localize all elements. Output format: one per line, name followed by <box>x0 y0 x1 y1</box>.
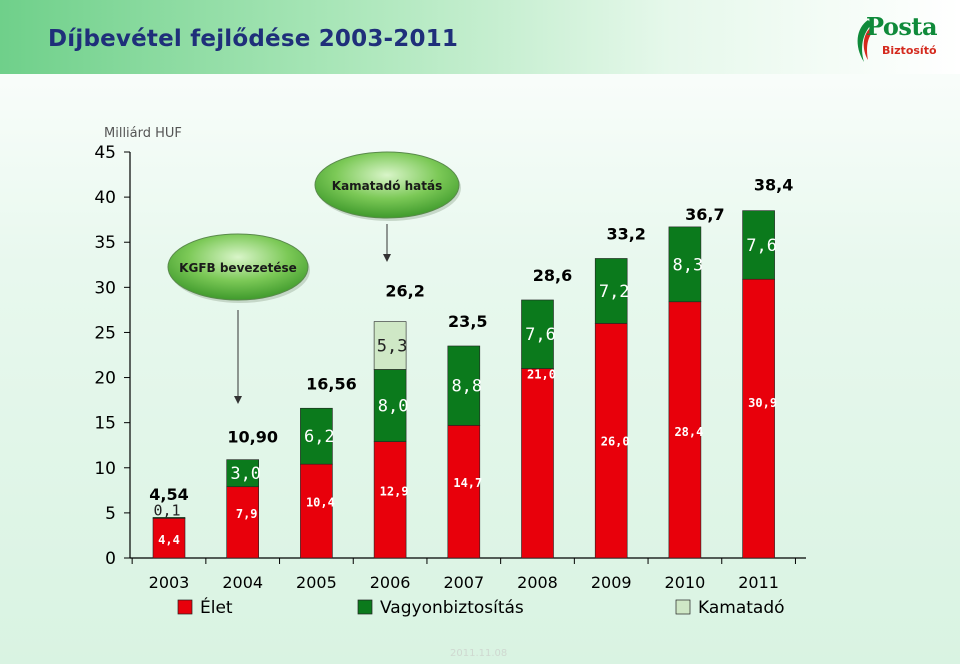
bar-elet <box>668 301 702 559</box>
bar-vagyon-label: 6,2 <box>304 427 335 447</box>
y-tick-label: 5 <box>105 504 116 524</box>
callout-arrow-head <box>234 396 242 404</box>
bar-elet <box>152 518 186 559</box>
bar-vagyon <box>152 517 186 519</box>
bar-elet-label: 4,4 <box>158 533 180 547</box>
page-title: Díjbevétel fejlődése 2003-2011 <box>48 26 459 52</box>
callout-label: Kamatadó hatás <box>332 179 442 193</box>
x-tick-label: 2003 <box>149 573 190 592</box>
bar-elet-label: 7,9 <box>236 507 258 521</box>
bar-vagyon-label: 7,6 <box>746 236 777 256</box>
bar-vagyon-label: 3,0 <box>230 464 261 484</box>
bar-vagyon <box>447 345 481 426</box>
y-tick-label: 0 <box>105 549 116 569</box>
legend-label: Vagyonbiztosítás <box>380 598 524 618</box>
footer-date: 2011.11.08 <box>450 648 508 659</box>
bar-vagyon <box>226 459 259 488</box>
bar-total-label: 4,54 <box>149 485 188 504</box>
bar-total-label: 23,5 <box>448 312 487 331</box>
bar-vagyon <box>742 210 775 280</box>
legend-swatch-elet <box>177 599 193 615</box>
bar-elet-label: 10,4 <box>306 496 335 510</box>
bar-total-label: 38,4 <box>754 176 793 195</box>
bar-elet <box>594 323 628 559</box>
header-banner: Díjbevétel fejlődése 2003-2011 Posta Biz… <box>0 0 960 74</box>
unit-label: Milliárd HUF <box>104 126 182 141</box>
y-tick-label: 30 <box>94 278 116 298</box>
bar-kamatado <box>373 321 407 370</box>
legend-label: Kamatadó <box>698 598 785 618</box>
bar-elet-label: 28,4 <box>674 425 703 439</box>
logo-swoosh-icon <box>857 20 873 62</box>
x-tick-label: 2004 <box>222 573 263 592</box>
logo-text-biztosito: Biztosító <box>882 44 937 57</box>
bar-vagyon <box>300 407 333 465</box>
bar-vagyon <box>594 258 628 324</box>
bar-vagyon-label: 0,1 <box>153 501 180 519</box>
bar-elet <box>521 368 554 559</box>
y-tick-label: 20 <box>94 369 116 389</box>
bar-total-label: 16,56 <box>306 375 357 394</box>
y-tick-label: 15 <box>94 414 116 434</box>
bar-elet <box>742 278 775 559</box>
bar-vagyon-label: 7,6 <box>525 325 556 345</box>
x-tick-label: 2006 <box>370 573 411 592</box>
bar-vagyon-label: 8,3 <box>673 255 704 275</box>
y-tick-label: 45 <box>94 143 116 163</box>
legend-label: Élet <box>200 596 233 618</box>
bar-elet <box>300 463 333 559</box>
x-tick-label: 2010 <box>665 573 706 592</box>
bar-vagyon-label: 8,0 <box>378 397 409 417</box>
x-tick-label: 2008 <box>517 573 558 592</box>
bar-elet <box>373 441 407 559</box>
bar-elet-label: 21,0 <box>527 368 556 382</box>
bar-vagyon <box>521 299 554 369</box>
bar-vagyon <box>373 369 407 442</box>
y-tick-label: 40 <box>94 188 116 208</box>
x-tick-label: 2005 <box>296 573 337 592</box>
x-tick-label: 2007 <box>443 573 484 592</box>
logo-text-posta: Posta <box>866 12 938 41</box>
legend-swatch-kamatado <box>675 599 691 615</box>
bar-total-label: 33,2 <box>606 224 645 243</box>
callout-arrow-head <box>383 254 391 262</box>
y-tick-label: 35 <box>94 233 116 253</box>
bar-total-label: 26,2 <box>385 282 424 301</box>
callout-pill <box>167 233 309 301</box>
bar-elet-label: 26,0 <box>601 434 630 448</box>
bar-elet-label: 14,7 <box>453 476 482 490</box>
bar-elet <box>226 486 259 559</box>
y-tick-label: 25 <box>94 323 116 343</box>
bar-elet-label: 30,9 <box>748 396 777 410</box>
bar-total-label: 28,6 <box>533 266 572 285</box>
bar-total-label: 36,7 <box>685 205 724 224</box>
callout-pill <box>314 151 460 219</box>
bar-total-label: 10,90 <box>227 428 278 447</box>
bar-kamatado-label: 5,3 <box>377 337 408 357</box>
x-tick-label: 2011 <box>738 573 779 592</box>
callout-label: KGFB bevezetése <box>179 261 297 275</box>
bar-vagyon-label: 7,2 <box>599 282 630 302</box>
x-tick-label: 2009 <box>591 573 632 592</box>
bar-elet <box>447 425 481 559</box>
bar-elet-label: 12,9 <box>380 484 409 498</box>
y-tick-label: 10 <box>94 459 116 479</box>
bar-vagyon-label: 8,8 <box>451 377 482 397</box>
posta-biztosito-logo: Posta Biztosító <box>852 12 952 68</box>
legend-swatch-vagyon <box>357 599 373 615</box>
bar-vagyon <box>668 226 702 303</box>
